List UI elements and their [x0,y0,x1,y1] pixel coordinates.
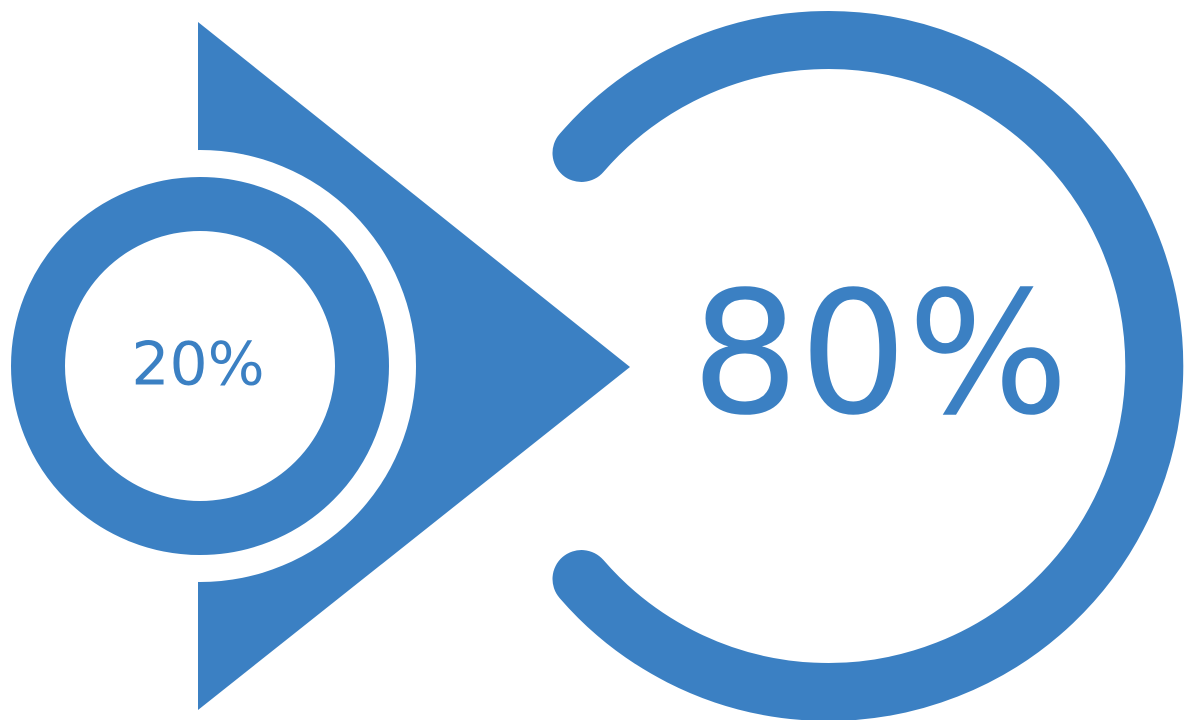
small-ring [11,177,389,555]
small-percent-label: 20% [131,330,264,400]
large-arc [552,11,1184,720]
large-percent-label: 80% [691,255,1069,453]
